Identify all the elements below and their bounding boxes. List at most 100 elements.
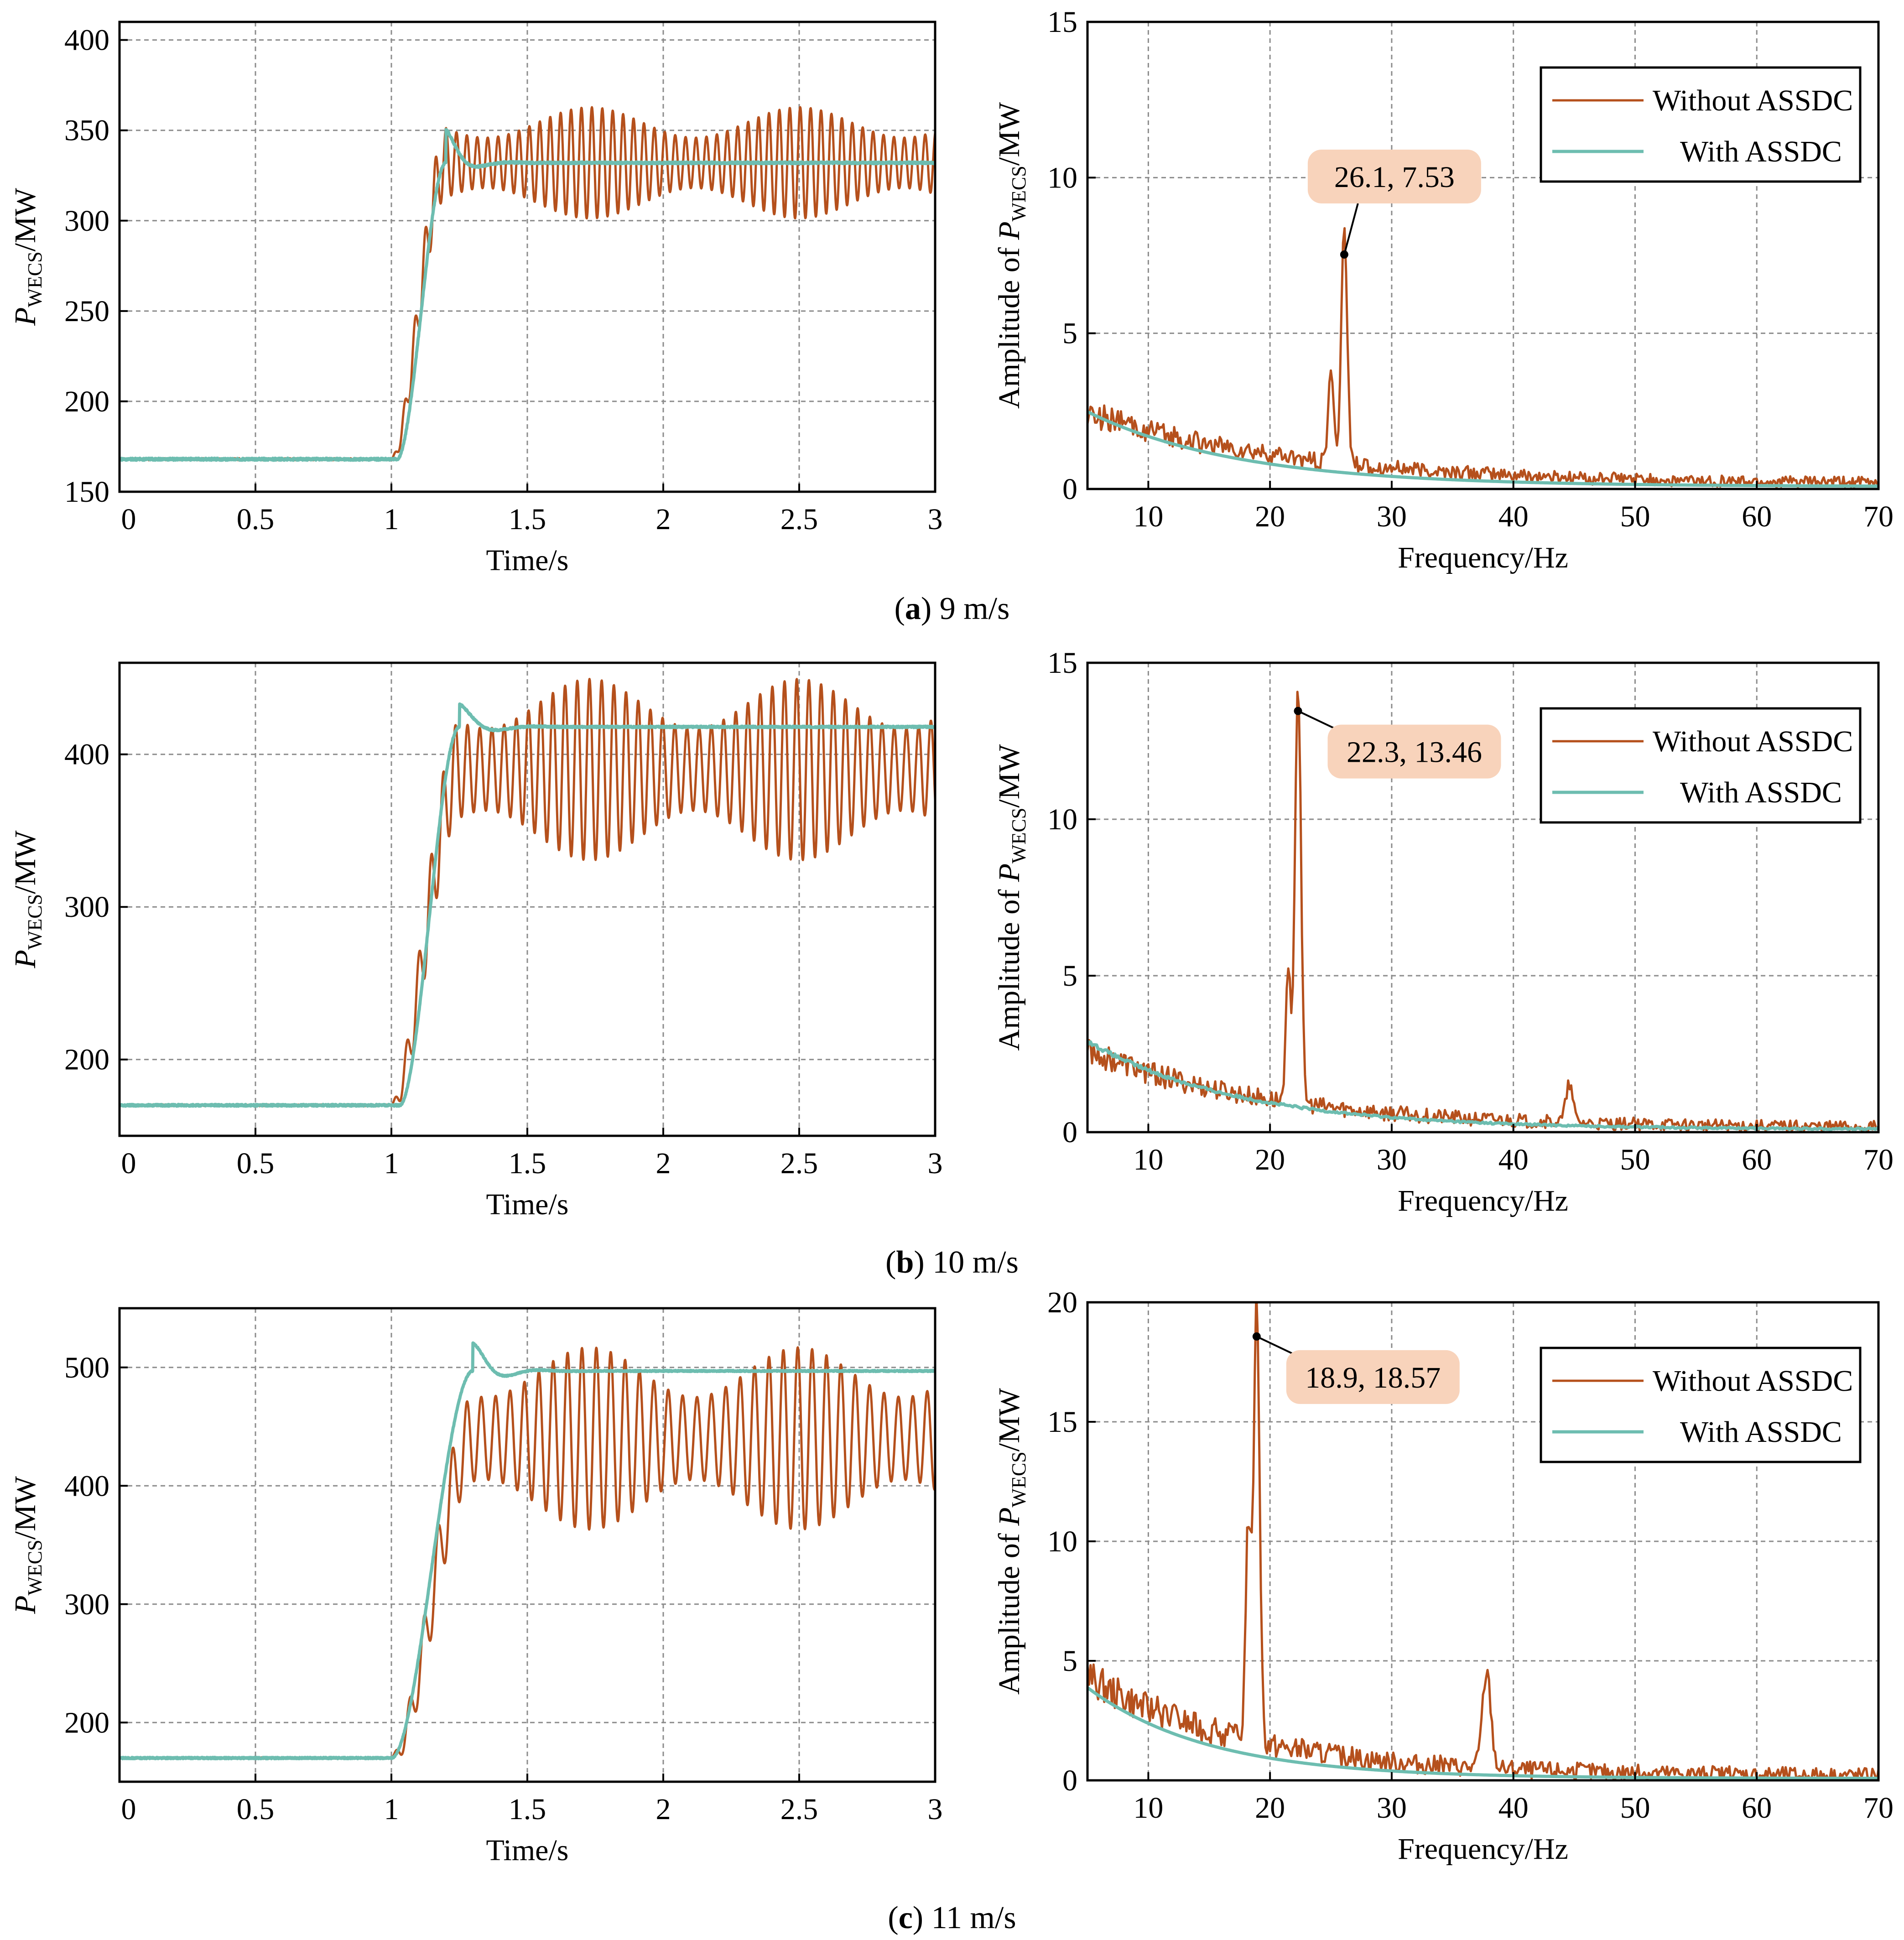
caption-a: (a) 9 m/s — [894, 591, 1010, 626]
x-tick-label: 0.5 — [237, 503, 275, 536]
y-tick-label: 10 — [1047, 1525, 1077, 1558]
y-tick-label: 20 — [1047, 1286, 1077, 1319]
series-line-without-assdc — [1087, 1302, 1878, 1780]
y-axis-label: Amplitude of PWECS/MW — [993, 102, 1030, 409]
x-tick-label: 10 — [1133, 1791, 1163, 1825]
x-tick-label: 1.5 — [509, 1793, 546, 1826]
chart-a-time: 0 0.5 1 1.5 2 2.5 3 150 200 250 300 350 400 Time/s PWE… — [9, 21, 943, 577]
x-axis-label: Time/s — [486, 544, 569, 577]
y-tick-label: 0 — [1062, 473, 1077, 506]
x-tick-label: 2 — [656, 503, 671, 536]
y-tick-label: 250 — [64, 295, 109, 328]
legend-label: With ASSDC — [1680, 1415, 1842, 1449]
chart-b-fft: 10 20 30 40 50 60 70 0 5 10 15 Frequency/Hz Amplitud… — [993, 646, 1894, 1217]
caption-c: (c) 11 m/s — [888, 1900, 1016, 1935]
y-tick-label: 400 — [64, 738, 109, 771]
legend-label: Without ASSDC — [1653, 725, 1853, 758]
annotation-box — [1327, 724, 1501, 779]
y-tick-label: 10 — [1047, 803, 1077, 836]
legend-box — [1540, 66, 1862, 183]
x-tick-label: 1 — [384, 1793, 399, 1826]
annotation-dot — [1252, 1332, 1261, 1341]
legend-label: Without ASSDC — [1653, 1364, 1853, 1398]
annotation-leader — [1343, 203, 1359, 255]
y-tick-label: 300 — [64, 890, 109, 924]
x-tick-label: 20 — [1255, 1791, 1285, 1825]
y-tick-label: 200 — [64, 1706, 109, 1739]
x-tick-label: 2.5 — [780, 1793, 818, 1826]
x-axis-label: Frequency/Hz — [1398, 541, 1568, 574]
x-tick-label: 1.5 — [509, 1147, 546, 1180]
y-tick-label: 500 — [64, 1351, 109, 1384]
x-tick-label: 1 — [384, 1147, 399, 1180]
annotation-label: 22.3, 13.46 — [1347, 736, 1482, 769]
x-tick-label: 60 — [1742, 1143, 1772, 1176]
x-tick-label: 50 — [1620, 1143, 1650, 1176]
y-tick-label: 0 — [1062, 1116, 1077, 1149]
x-tick-label: 0 — [121, 1147, 136, 1180]
y-tick-label: 200 — [64, 1043, 109, 1077]
x-axis-label: Time/s — [486, 1188, 569, 1221]
series-line-without-assdc — [1087, 227, 1878, 489]
x-tick-label: 1.5 — [509, 503, 546, 536]
y-axis-label: Amplitude of PWECS/MW — [993, 744, 1030, 1051]
x-tick-label: 2.5 — [780, 1147, 818, 1180]
series-line-with-assdc — [120, 128, 935, 462]
series-line-with-assdc — [120, 702, 935, 1108]
x-tick-label: 2 — [656, 1793, 671, 1826]
x-tick-label: 70 — [1863, 1143, 1894, 1176]
x-tick-label: 0.5 — [237, 1147, 275, 1180]
x-tick-label: 3 — [928, 1147, 943, 1180]
series-line-without-assdc — [120, 106, 935, 462]
y-tick-label: 15 — [1047, 1405, 1077, 1439]
x-tick-label: 50 — [1620, 500, 1650, 533]
y-tick-label: 15 — [1047, 646, 1077, 680]
peak-annotation: 26.1, 7.53 — [1307, 149, 1481, 259]
x-tick-label: 30 — [1377, 1143, 1407, 1176]
annotation-dot — [1294, 707, 1302, 715]
y-axis-label: Amplitude of PWECS/MW — [993, 1388, 1030, 1695]
x-tick-label: 2.5 — [780, 503, 818, 536]
y-tick-label: 10 — [1047, 161, 1077, 194]
chart-c-time: 0 0.5 1 1.5 2 2.5 3 200 300 400 500 Time/s PWECS/MW — [9, 1307, 943, 1867]
legend: Without ASSDC With ASSDC — [1540, 707, 1862, 824]
caption-b: (b) 10 m/s — [885, 1245, 1019, 1280]
x-tick-label: 3 — [928, 503, 943, 536]
plot-frame — [1086, 661, 1880, 1134]
y-tick-label: 200 — [64, 385, 109, 418]
legend: Without ASSDC With ASSDC — [1540, 1347, 1862, 1463]
y-tick-label: 150 — [64, 475, 109, 509]
x-tick-label: 30 — [1377, 500, 1407, 533]
x-tick-label: 40 — [1498, 1791, 1529, 1825]
peak-annotation: 18.9, 18.57 — [1252, 1332, 1460, 1404]
x-tick-label: 50 — [1620, 1791, 1650, 1825]
legend-label: With ASSDC — [1680, 135, 1842, 168]
annotation-box — [1286, 1350, 1460, 1404]
plot-frame — [1086, 21, 1880, 490]
x-tick-label: 70 — [1863, 500, 1894, 533]
y-tick-label: 300 — [64, 204, 109, 238]
y-tick-label: 400 — [64, 1469, 109, 1503]
x-tick-label: 60 — [1742, 1791, 1772, 1825]
plot-frame — [118, 21, 936, 493]
series-line-with-assdc — [1087, 1686, 1878, 1780]
y-tick-label: 5 — [1062, 1644, 1077, 1678]
y-tick-label: 5 — [1062, 959, 1077, 993]
series-line-with-assdc — [1087, 1040, 1878, 1131]
x-tick-label: 3 — [928, 1793, 943, 1826]
x-tick-label: 10 — [1133, 1143, 1163, 1176]
x-tick-label: 0 — [121, 1793, 136, 1826]
chart-c-fft: 10 20 30 40 50 60 70 0 5 10 15 20 Frequency/Hz Amplit… — [993, 1286, 1894, 1866]
y-axis-label: PWECS/MW — [9, 830, 46, 969]
y-axis-label: PWECS/MW — [9, 1476, 46, 1614]
x-tick-label: 20 — [1255, 500, 1285, 533]
y-tick-label: 5 — [1062, 317, 1077, 350]
peak-annotation: 22.3, 13.46 — [1294, 707, 1501, 779]
y-tick-label: 15 — [1047, 5, 1077, 39]
x-tick-label: 1 — [384, 503, 399, 536]
x-tick-label: 2 — [656, 1147, 671, 1180]
annotation-box — [1307, 149, 1481, 203]
legend-box — [1540, 707, 1862, 824]
legend-label: Without ASSDC — [1653, 84, 1853, 117]
